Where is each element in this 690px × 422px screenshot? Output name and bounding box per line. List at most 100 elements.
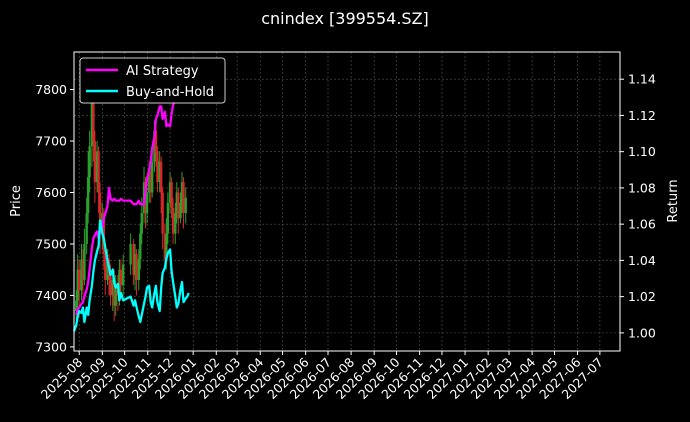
y-right-tick-label: 1.04	[628, 253, 656, 268]
y-right-tick-label: 1.00	[628, 325, 656, 340]
y-left-tick-label: 7500	[35, 236, 67, 251]
candle-body	[80, 259, 83, 291]
candle	[137, 249, 141, 291]
candle-body	[93, 141, 97, 183]
candle-body	[163, 233, 167, 260]
candle-body	[182, 182, 185, 214]
candle	[85, 197, 88, 255]
candle	[83, 228, 86, 286]
candle-body	[174, 213, 177, 234]
line-series-ai-strategy	[75, 57, 185, 316]
y-left-tick-label: 7300	[35, 339, 67, 354]
candle	[93, 130, 97, 203]
candle-body	[149, 171, 152, 193]
candle	[114, 274, 117, 317]
legend-label-buy-and-hold: Buy-and-Hold	[126, 85, 214, 100]
candle-body	[177, 192, 180, 219]
candle-body	[81, 259, 85, 280]
candle	[170, 177, 173, 219]
candle	[140, 197, 143, 244]
candle	[119, 259, 123, 296]
candle-body	[102, 213, 105, 255]
candle	[182, 177, 185, 229]
candle-body	[75, 300, 78, 311]
candle-body	[90, 99, 94, 147]
candle-body	[98, 192, 102, 234]
candle-body	[145, 192, 149, 214]
candle	[98, 182, 102, 255]
y-right-tick-label: 1.06	[628, 217, 656, 232]
y-right-tick-label: 1.14	[628, 72, 656, 87]
y-left-axis-label: Price	[9, 185, 24, 217]
candle	[76, 254, 79, 311]
candle-body	[156, 151, 159, 183]
candle	[133, 243, 137, 291]
candle-body	[97, 151, 100, 193]
legend-label-ai-strategy: AI Strategy	[126, 64, 199, 79]
candle	[75, 290, 78, 322]
candle	[81, 249, 85, 296]
candle	[129, 233, 132, 275]
candle	[174, 202, 177, 244]
candle-body	[119, 269, 123, 286]
y-left-tick-label: 7400	[35, 288, 67, 303]
candle-body	[76, 269, 79, 301]
candle	[179, 192, 182, 224]
candle-body	[121, 264, 125, 286]
candle-body	[104, 254, 107, 280]
candle	[88, 130, 91, 193]
candle-body	[171, 207, 175, 234]
candle	[180, 171, 184, 214]
left-axis: 7300 7400 7500 7600 7700 7800	[35, 82, 74, 354]
candle-body	[168, 182, 172, 203]
candle-body	[135, 254, 138, 280]
candle-body	[83, 243, 86, 280]
candle-body	[161, 192, 164, 234]
candle-body	[180, 182, 184, 203]
candle	[132, 238, 135, 286]
candle-body	[184, 197, 187, 214]
candle	[145, 182, 149, 224]
candle-body	[153, 130, 156, 162]
candle-body	[92, 99, 95, 142]
candle-body	[133, 254, 137, 275]
plot-frame	[73, 51, 621, 352]
candle	[159, 156, 163, 214]
line-series-layer	[72, 57, 190, 332]
candle-body	[148, 171, 151, 193]
candle-body	[154, 130, 158, 152]
line-series-buy-and-hold	[72, 219, 190, 332]
candle-body	[170, 182, 173, 208]
candle-body	[175, 192, 178, 214]
candle-body	[78, 269, 81, 291]
candle	[156, 146, 159, 193]
candle-body	[165, 233, 168, 260]
candle-body	[88, 146, 91, 178]
candle	[158, 151, 161, 193]
candle	[135, 249, 138, 296]
candle-body	[140, 213, 143, 234]
y-right-tick-label: 1.02	[628, 289, 656, 304]
candle-body	[151, 161, 154, 193]
y-right-tick-label: 1.08	[628, 180, 656, 195]
candle	[184, 187, 187, 224]
legend: AI Strategy Buy-and-Hold	[79, 57, 226, 104]
candle	[149, 161, 152, 203]
candle-body	[132, 243, 135, 275]
candle	[86, 151, 90, 224]
candle	[80, 243, 83, 301]
candle-body	[179, 202, 182, 219]
candle-body	[137, 259, 141, 280]
y-right-tick-label: 1.12	[628, 108, 656, 123]
y-right-axis-label: Return	[666, 179, 681, 222]
candle	[95, 141, 99, 193]
candle	[97, 146, 100, 214]
candle	[139, 223, 142, 270]
candle-body	[129, 243, 132, 265]
candle-body	[106, 259, 109, 280]
candle	[78, 259, 81, 306]
y-right-tick-label: 1.10	[628, 144, 656, 159]
candle	[161, 187, 164, 250]
right-axis: 1.00 1.02 1.04 1.06 1.08 1.10 1.12 1.14	[620, 72, 656, 340]
